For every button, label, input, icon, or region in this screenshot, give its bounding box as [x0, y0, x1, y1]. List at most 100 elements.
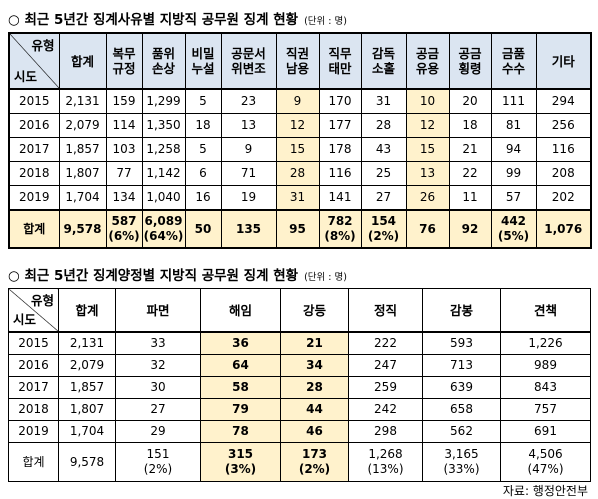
cell-text: 151	[146, 447, 170, 461]
data-cell: 1,258	[141, 137, 186, 162]
data-cell: 843	[500, 376, 591, 399]
cell-text: 소홀	[371, 61, 395, 76]
data-cell: 21	[448, 137, 492, 162]
data-cell: 77	[105, 161, 143, 186]
cell-text: (3%)	[224, 462, 257, 476]
data-cell: 1,807	[58, 161, 107, 186]
data-cell: 5	[184, 137, 222, 162]
total-cell: 154 (2%)	[360, 209, 407, 249]
data-cell: 36	[200, 331, 281, 355]
data-cell: 1,299	[141, 88, 186, 114]
cell-text: 기타	[551, 53, 575, 69]
header-cell: 합계	[58, 32, 107, 90]
data-cell: 757	[500, 398, 591, 421]
title-text: ○ 최근 5년간 징계양정별 지방직 공무원 징계 현황	[8, 268, 299, 284]
unit: (단위 : 명)	[304, 272, 347, 283]
corner-label: 유형	[31, 38, 55, 53]
cell-text: (13%)	[367, 462, 404, 476]
cell-text: 9,578	[69, 454, 105, 469]
data-cell: 114	[105, 113, 143, 138]
data-cell: 64	[200, 354, 281, 377]
data-cell: 562	[422, 420, 501, 443]
cell-text: 금품	[501, 46, 525, 61]
data-cell: 1,857	[58, 137, 107, 162]
data-cell: 178	[318, 137, 362, 162]
data-cell: 81	[490, 113, 537, 138]
unit: (단위 : 명)	[304, 16, 347, 27]
data-row: 2015 2,131 159 1,299 5 23 9 170 31 10 20 111 294	[8, 88, 592, 114]
cell-text: 수수	[501, 61, 525, 76]
data-cell: 22	[448, 161, 492, 186]
cell-text: 135	[235, 221, 262, 236]
header-cell: 감봉	[422, 288, 501, 333]
data-cell: 21	[280, 331, 349, 355]
cell-text: 173	[301, 447, 328, 461]
cell-text: 손상	[151, 61, 175, 76]
header-cell: 금품 수수	[490, 32, 537, 90]
data-cell: 58	[200, 376, 281, 399]
cell-text: 비밀	[191, 46, 215, 61]
data-cell: 43	[360, 137, 407, 162]
total-cell: 315 (3%)	[200, 442, 281, 482]
data-cell: 11	[448, 185, 492, 211]
header-cell: 비밀 누설	[184, 32, 222, 90]
data-cell: 9	[220, 137, 277, 162]
data-cell: 23	[220, 88, 277, 114]
data-cell: 208	[535, 161, 592, 186]
cell-text: 76	[419, 221, 436, 236]
data-cell: 31	[275, 185, 320, 211]
corner-label: 시도	[13, 312, 37, 327]
data-cell: 2018	[8, 398, 59, 421]
cell-text: 합계	[22, 454, 45, 469]
data-cell: 2,131	[58, 88, 107, 114]
data-cell: 25	[360, 161, 407, 186]
data-cell: 116	[318, 161, 362, 186]
cell-text: (2%)	[367, 229, 400, 243]
cell-text: 3,165	[444, 447, 479, 461]
data-cell: 33	[115, 331, 201, 355]
header-cell: 직권 남용	[275, 32, 320, 90]
header-cell: 견책	[500, 288, 591, 333]
cell-text: 92	[461, 221, 479, 236]
data-cell: 31	[360, 88, 407, 114]
data-cell: 242	[348, 398, 423, 421]
cell-text: 합계	[75, 302, 99, 318]
total-cell: 50	[184, 209, 222, 249]
cell-text: (47%)	[527, 462, 564, 476]
data-cell: 2,079	[58, 113, 107, 138]
cell-text: 442	[500, 214, 527, 228]
cell-text: 4,506	[528, 447, 563, 461]
total-cell: 76	[405, 209, 450, 249]
corner-label: 시도	[14, 69, 38, 84]
cell-text: 합계	[70, 53, 94, 69]
data-cell: 5	[184, 88, 222, 114]
data-cell: 2017	[8, 137, 60, 162]
total-cell: 9,578	[58, 442, 116, 482]
total-cell: 92	[448, 209, 492, 249]
data-cell: 29	[115, 420, 201, 443]
total-cell: 587 (6%)	[105, 209, 143, 249]
cell-text: 직권	[285, 46, 309, 61]
data-cell: 18	[448, 113, 492, 138]
header-cell: 기타	[535, 32, 592, 90]
data-cell: 13	[220, 113, 277, 138]
cell-text: 9,578	[63, 221, 102, 236]
header-cell: 공금 횡령	[448, 32, 492, 90]
data-cell: 2016	[8, 354, 59, 377]
total-cell: 95	[275, 209, 320, 249]
data-row: 2019 1,704 134 1,040 16 19 31 141 27 26 11 57 202	[8, 185, 592, 211]
data-cell: 1,857	[58, 376, 116, 399]
data-cell: 10	[405, 88, 450, 114]
data-cell: 202	[535, 185, 592, 211]
cell-text: 직무	[328, 46, 352, 61]
header-row: 유형 시도 합계 복무 규정 품위 손상 비밀 누설 공문서 위변조 직권 남용 직무 태만 감독 소홀 공금 유용…	[8, 32, 592, 90]
data-cell: 159	[105, 88, 143, 114]
cell-text: 154	[370, 214, 397, 228]
header-cell: 강등	[280, 288, 349, 333]
cell-text: 태만	[328, 61, 352, 76]
data-cell: 1,142	[141, 161, 186, 186]
cell-text: 횡령	[458, 61, 482, 76]
cell-text: 50	[194, 221, 212, 236]
data-cell: 259	[348, 376, 423, 399]
data-cell: 222	[348, 331, 423, 355]
